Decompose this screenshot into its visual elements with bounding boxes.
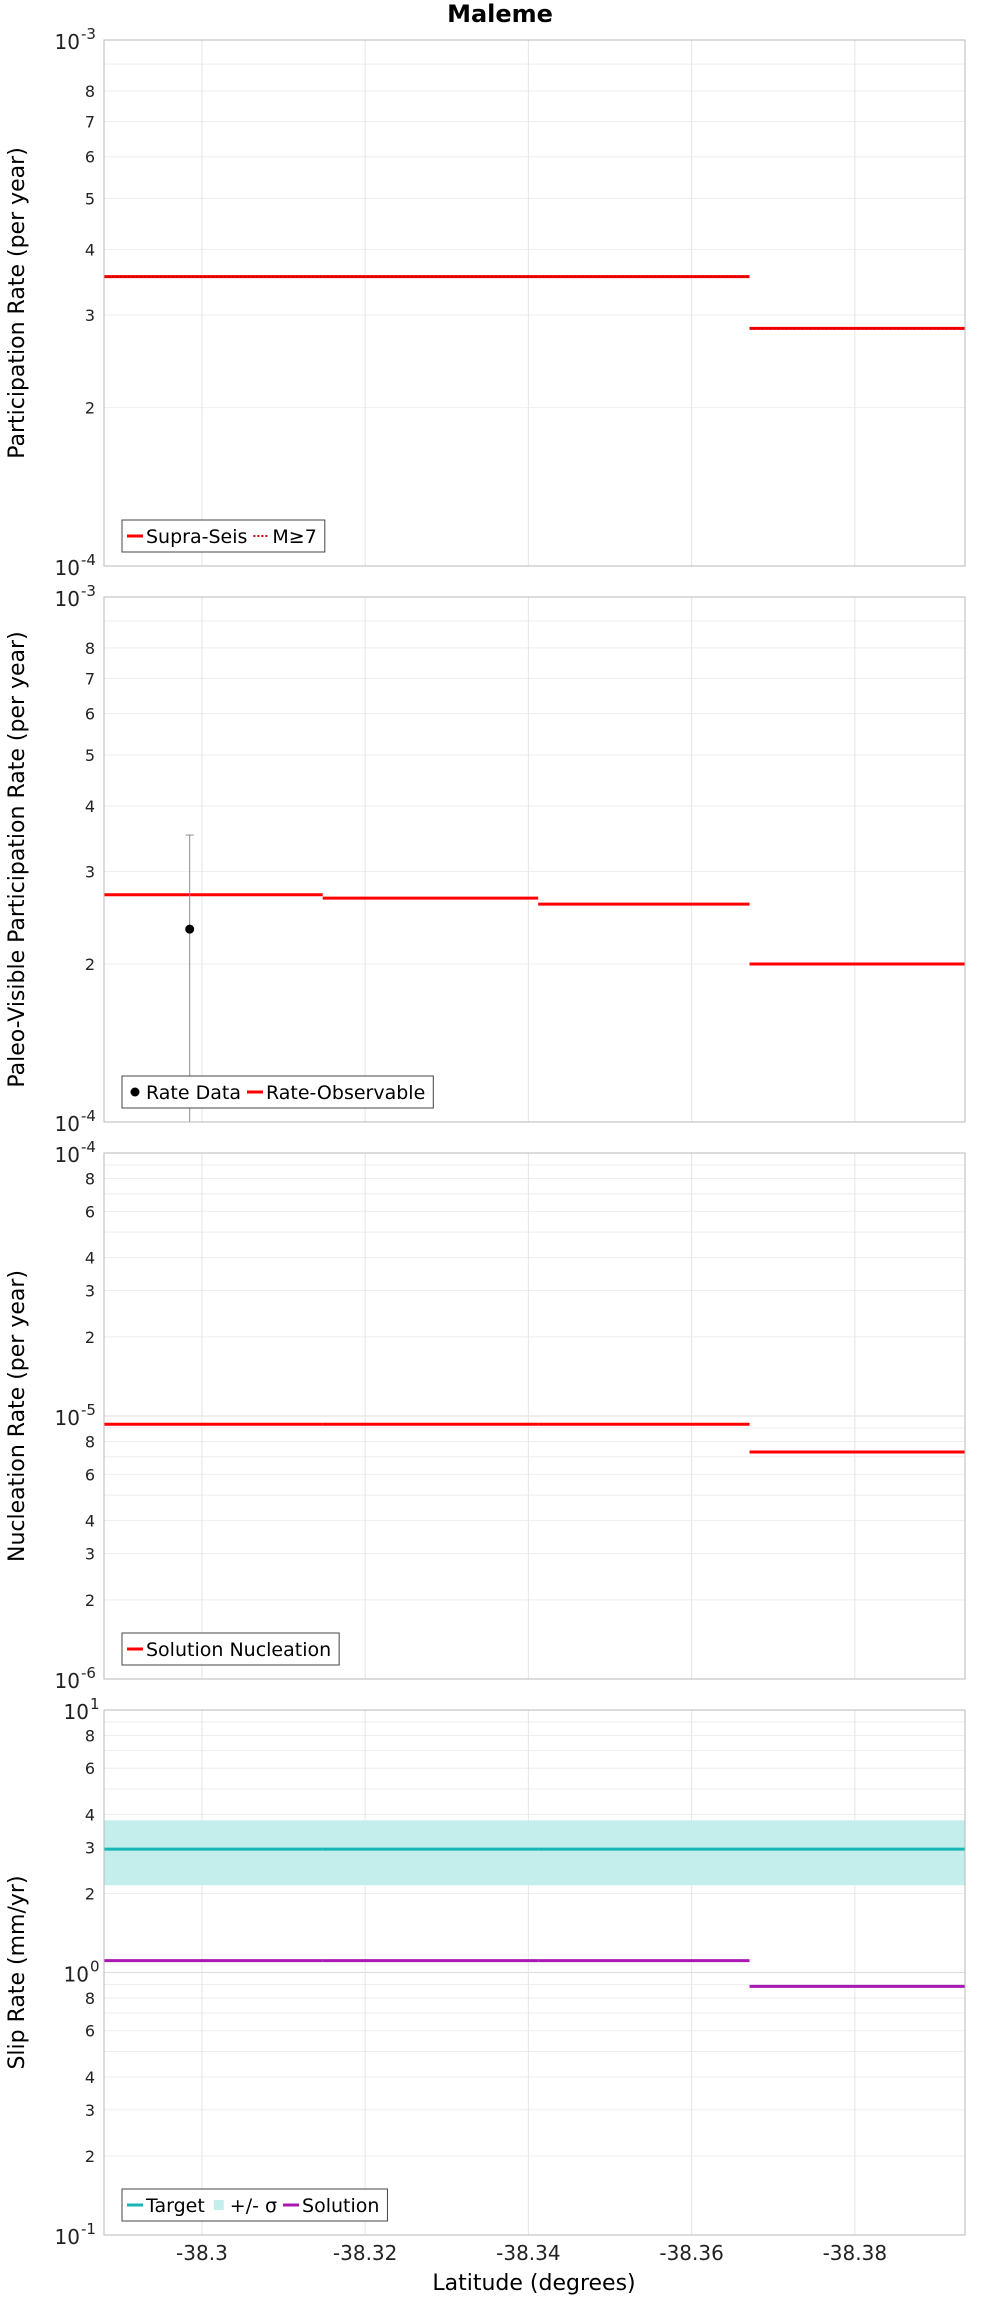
y-axis-label: Participation Rate (per year) xyxy=(5,147,30,459)
legend-box xyxy=(121,1075,434,1109)
x-axis-label: Latitude (degrees) xyxy=(432,2271,635,2296)
y-tick-label: 3 xyxy=(85,1838,95,1857)
y-tick-label: 2 xyxy=(85,1328,95,1347)
x-tick-label: -38.3 xyxy=(176,2241,228,2265)
legend-label: Target xyxy=(145,2195,205,2217)
y-tick-label: 6 xyxy=(85,1759,95,1778)
y-tick-label-exponent: -3 xyxy=(81,582,96,600)
y-tick-label: 10 xyxy=(55,1112,80,1136)
y-tick-label: 2 xyxy=(85,1591,95,1610)
legend-swatch xyxy=(213,2200,224,2210)
y-tick-label-exponent: -5 xyxy=(81,1401,96,1419)
y-tick-label-exponent: -3 xyxy=(81,25,96,43)
y-tick-label: 8 xyxy=(85,82,95,101)
y-tick-label: 3 xyxy=(85,2101,95,2120)
legend: Supra-Seis M≥7 xyxy=(121,519,326,553)
y-tick-label: 6 xyxy=(85,148,95,167)
y-tick-label: 3 xyxy=(85,306,95,325)
y-tick-label: 8 xyxy=(85,1726,95,1745)
y-tick-label: 8 xyxy=(85,1989,95,2008)
y-tick-label-exponent: -4 xyxy=(81,1107,96,1125)
legend-swatch xyxy=(130,1087,140,1097)
y-tick-label: 2 xyxy=(85,2147,95,2166)
plot-background xyxy=(104,40,965,566)
y-tick-label: 10 xyxy=(55,30,80,54)
plot-frame xyxy=(103,1709,966,2236)
legend: Rate Data Rate-Observable xyxy=(121,1075,434,1109)
y-tick-label: 4 xyxy=(85,240,95,259)
y-tick-label: 4 xyxy=(85,1805,95,1824)
x-tick-label: -38.34 xyxy=(496,2241,560,2265)
y-tick-label-exponent: -6 xyxy=(81,1664,96,1682)
y-axis-label: Paleo-Visible Participation Rate (per ye… xyxy=(5,631,30,1087)
y-tick-label: 2 xyxy=(85,1884,95,1903)
y-axis-label: Slip Rate (mm/yr) xyxy=(5,1875,30,2069)
y-tick-label-exponent: -4 xyxy=(81,1138,96,1156)
y-tick-label: 10 xyxy=(55,2225,80,2249)
rate-data-point xyxy=(185,924,195,934)
y-tick-label: 3 xyxy=(85,863,95,882)
y-tick-label: 8 xyxy=(85,1432,95,1451)
y-tick-label: 5 xyxy=(85,746,95,765)
plot-frame xyxy=(103,596,966,1123)
x-tick-label: -38.36 xyxy=(659,2241,723,2265)
plot-background xyxy=(104,597,965,1122)
y-tick-label: 6 xyxy=(85,2022,95,2041)
y-tick-label-exponent: 0 xyxy=(90,1958,100,1976)
y-tick-label: 10 xyxy=(64,1700,89,1724)
y-tick-label: 8 xyxy=(85,639,95,658)
legend-label: Rate Data xyxy=(146,1082,241,1104)
y-tick-label: 2 xyxy=(85,399,95,418)
y-tick-label: 10 xyxy=(55,556,80,580)
y-tick-label: 2 xyxy=(85,955,95,974)
y-tick-label: 10 xyxy=(55,1406,80,1430)
plot-frame xyxy=(103,39,966,567)
y-tick-label: 7 xyxy=(85,669,95,688)
y-tick-label: 4 xyxy=(85,797,95,816)
y-tick-label: 10 xyxy=(55,1669,80,1693)
legend-label: Rate-Observable xyxy=(266,1082,425,1104)
y-tick-label: 4 xyxy=(85,1249,95,1268)
y-tick-label: 10 xyxy=(55,1143,80,1167)
y-axis-label: Nucleation Rate (per year) xyxy=(5,1270,30,1562)
plot-frame xyxy=(103,1152,966,1680)
legend-box xyxy=(121,1632,340,1666)
legend: Target +/- σ Solution xyxy=(121,2188,388,2222)
y-tick-label: 6 xyxy=(85,1465,95,1484)
y-tick-label: 3 xyxy=(85,1545,95,1564)
x-tick-label: -38.32 xyxy=(333,2241,397,2265)
legend: Solution Nucleation xyxy=(121,1632,340,1666)
y-tick-label: 7 xyxy=(85,112,95,131)
y-tick-label: 5 xyxy=(85,189,95,208)
legend-box xyxy=(121,519,326,553)
legend-label: Supra-Seis xyxy=(146,526,247,548)
y-tick-label-exponent: -1 xyxy=(81,2220,96,2238)
y-tick-label: 4 xyxy=(85,1512,95,1531)
y-tick-label: 3 xyxy=(85,1282,95,1301)
legend-label: M≥7 xyxy=(272,526,316,548)
y-tick-label: 6 xyxy=(85,1202,95,1221)
uncertainty-band xyxy=(104,1820,965,1886)
legend-label: Solution xyxy=(302,2195,379,2217)
y-tick-label: 10 xyxy=(64,1963,89,1987)
y-tick-label: 4 xyxy=(85,2068,95,2087)
legend-box xyxy=(121,2188,388,2222)
y-tick-label-exponent: -4 xyxy=(81,551,96,569)
y-tick-label-exponent: 1 xyxy=(90,1695,100,1713)
legend-label: +/- σ xyxy=(230,2195,277,2217)
legend-label: Solution Nucleation xyxy=(146,1639,331,1661)
y-tick-label: 8 xyxy=(85,1169,95,1188)
x-tick-label: -38.38 xyxy=(823,2241,887,2265)
y-tick-label: 6 xyxy=(85,704,95,723)
y-tick-label: 10 xyxy=(55,587,80,611)
chart-title: Maleme xyxy=(447,0,553,28)
